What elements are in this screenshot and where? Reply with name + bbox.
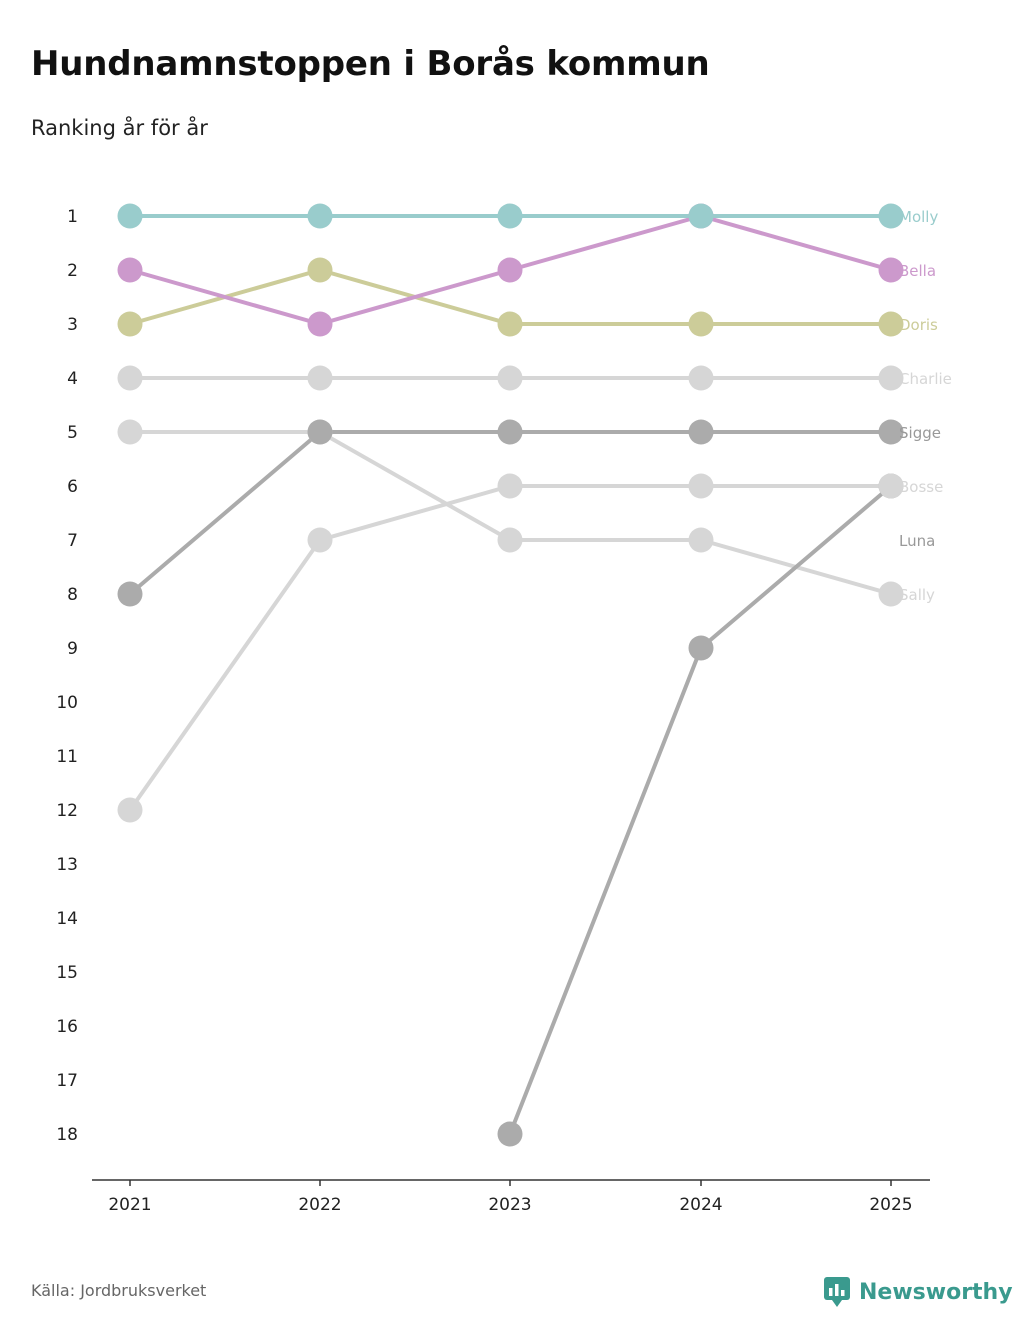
- point-bosse-2022[interactable]: [307, 527, 333, 553]
- point-sally-2023[interactable]: [497, 527, 523, 553]
- source-note: Källa: Jordbruksverket: [31, 1281, 207, 1300]
- y-tick-label: 7: [67, 531, 78, 551]
- point-sigge-2023[interactable]: [497, 419, 523, 445]
- brand-logo[interactable]: Newsworthy: [823, 1276, 1013, 1308]
- point-bella-2022[interactable]: [307, 311, 333, 337]
- series-line-luna: [508, 484, 893, 1136]
- y-tick-label: 1: [67, 207, 78, 227]
- y-tick-label: 16: [56, 1017, 78, 1037]
- y-tick-label: 5: [67, 423, 78, 443]
- point-molly-2023[interactable]: [497, 203, 523, 229]
- point-bosse-2025[interactable]: [878, 473, 904, 499]
- point-bosse-2021[interactable]: [117, 797, 143, 823]
- y-tick-label: 14: [56, 909, 78, 929]
- point-charlie-2025[interactable]: [878, 365, 904, 391]
- y-tick-label: 2: [67, 261, 78, 281]
- point-bosse-2023[interactable]: [497, 473, 523, 499]
- point-doris-2022[interactable]: [307, 257, 333, 283]
- point-molly-2021[interactable]: [117, 203, 143, 229]
- y-tick-label: 6: [67, 477, 78, 497]
- brand-name: Newsworthy: [859, 1279, 1013, 1305]
- point-sigge-2022[interactable]: [307, 419, 333, 445]
- y-tick-label: 18: [56, 1125, 78, 1145]
- point-charlie-2023[interactable]: [497, 365, 523, 391]
- series-lines: [128, 214, 893, 1136]
- newsworthy-logo-icon: [824, 1277, 850, 1307]
- chart-title: Hundnamnstoppen i Borås kommun: [31, 44, 710, 84]
- point-sigge-2021[interactable]: [117, 581, 143, 607]
- point-bella-2023[interactable]: [497, 257, 523, 283]
- series-points: [117, 203, 904, 1147]
- x-tick-label: 2023: [488, 1195, 531, 1215]
- y-tick-label: 11: [56, 747, 78, 767]
- y-tick-label: 13: [56, 855, 78, 875]
- y-tick-label: 15: [56, 963, 78, 983]
- point-molly-2024[interactable]: [688, 203, 714, 229]
- point-doris-2024[interactable]: [688, 311, 714, 337]
- y-tick-label: 4: [67, 369, 78, 389]
- point-molly-2025[interactable]: [878, 203, 904, 229]
- series-label-doris: Doris: [899, 316, 938, 334]
- series-label-molly: Molly: [899, 208, 938, 226]
- series-label-sally: Sally: [899, 586, 935, 604]
- y-tick-label: 10: [56, 693, 78, 713]
- series-label-sigge: Sigge: [899, 424, 941, 442]
- point-bella-2021[interactable]: [117, 257, 143, 283]
- x-tick-label: 2022: [298, 1195, 341, 1215]
- point-charlie-2022[interactable]: [307, 365, 333, 391]
- point-bella-2025[interactable]: [878, 257, 904, 283]
- chart-subtitle: Ranking år för år: [31, 116, 208, 140]
- series-label-charlie: Charlie: [899, 370, 952, 388]
- point-doris-2023[interactable]: [497, 311, 523, 337]
- point-bosse-2024[interactable]: [688, 473, 714, 499]
- y-tick-label: 17: [56, 1071, 78, 1091]
- point-luna-2023[interactable]: [497, 1121, 523, 1147]
- point-charlie-2021[interactable]: [117, 365, 143, 391]
- series-line-sigge: [128, 430, 893, 596]
- y-tick-label: 3: [67, 315, 78, 335]
- series-line-sally: [128, 430, 893, 596]
- point-sigge-2025[interactable]: [878, 419, 904, 445]
- point-sally-2021[interactable]: [117, 419, 143, 445]
- y-tick-label: 9: [67, 639, 78, 659]
- point-sally-2025[interactable]: [878, 581, 904, 607]
- x-axis-ticks: 2021 2022 2023 2024 2025: [108, 1180, 913, 1215]
- series-end-labels: Molly Bella Doris Charlie Sigge Bosse Luna Sall…: [899, 208, 952, 604]
- y-tick-label: 8: [67, 585, 78, 605]
- point-doris-2021[interactable]: [117, 311, 143, 337]
- point-sally-2024[interactable]: [688, 527, 714, 553]
- series-label-luna: Luna: [899, 532, 935, 550]
- point-luna-2024[interactable]: [688, 635, 714, 661]
- series-label-bella: Bella: [899, 262, 936, 280]
- point-charlie-2024[interactable]: [688, 365, 714, 391]
- y-tick-label: 12: [56, 801, 78, 821]
- x-tick-label: 2021: [108, 1195, 151, 1215]
- x-tick-label: 2024: [679, 1195, 722, 1215]
- point-sigge-2024[interactable]: [688, 419, 714, 445]
- point-doris-2025[interactable]: [878, 311, 904, 337]
- series-label-bosse: Bosse: [899, 478, 943, 496]
- x-tick-label: 2025: [869, 1195, 912, 1215]
- point-molly-2022[interactable]: [307, 203, 333, 229]
